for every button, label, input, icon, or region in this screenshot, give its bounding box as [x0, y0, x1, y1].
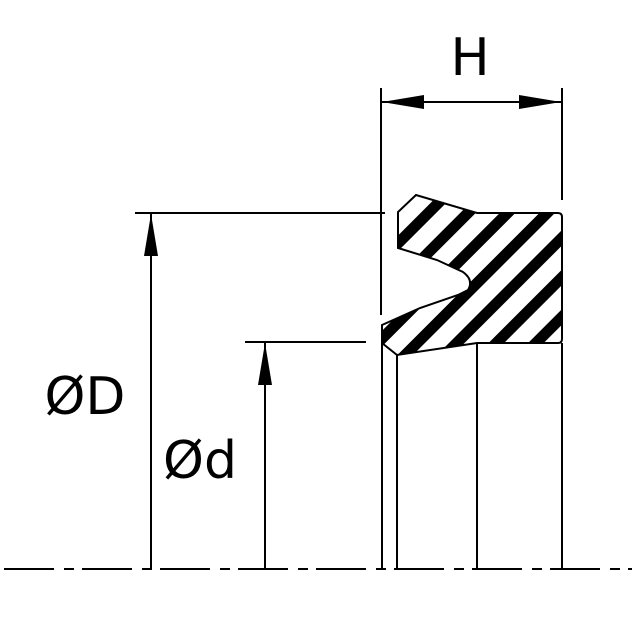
arrow-up-icon [144, 214, 158, 256]
arrowheads [144, 95, 561, 385]
seal-profile [381, 193, 563, 357]
arrow-up-icon [258, 343, 272, 385]
label-h: H [450, 28, 489, 88]
label-outer-diameter: ØD [45, 367, 126, 427]
arrow-right-icon [519, 95, 561, 109]
label-inner-diameter: Ød [163, 431, 237, 491]
arrow-left-icon [382, 95, 424, 109]
